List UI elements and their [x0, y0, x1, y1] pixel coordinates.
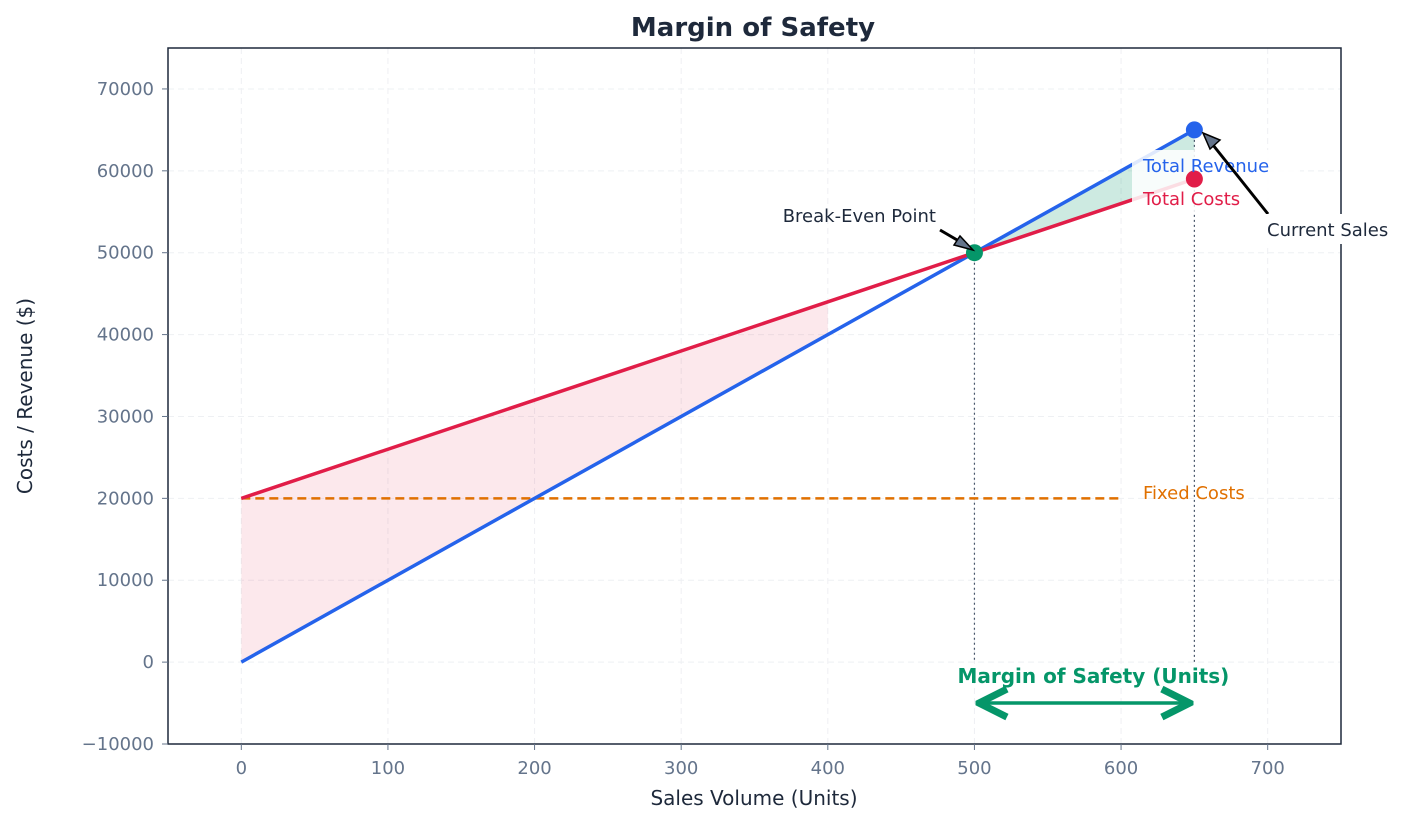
- x-axis-label: Sales Volume (Units): [650, 786, 857, 810]
- y-tick-label: 50000: [97, 243, 154, 264]
- x-tick-label: 300: [664, 758, 698, 779]
- break-even-label: Break-Even Point: [783, 206, 936, 227]
- chart-title: Margin of Safety: [631, 13, 875, 43]
- y-tick-label: 70000: [97, 79, 154, 100]
- loss-area-fill: [241, 301, 828, 663]
- x-tick-label: 400: [811, 758, 845, 779]
- total-costs-label: Total Costs: [1142, 189, 1240, 210]
- y-tick-label: 0: [143, 652, 154, 673]
- x-tick-label: 100: [371, 758, 405, 779]
- break-even-arrow-head: [952, 234, 976, 252]
- plot-frame: [167, 47, 1342, 745]
- x-tick-label: 700: [1251, 758, 1285, 779]
- current-sales-label: Current Sales: [1267, 220, 1388, 241]
- current-revenue-marker: [1185, 121, 1203, 139]
- fixed-costs-label: Fixed Costs: [1143, 483, 1245, 504]
- series-label-box: [1132, 150, 1300, 212]
- total-revenue-label: Total Revenue: [1142, 156, 1269, 177]
- margin-of-safety-label: Margin of Safety (Units): [957, 664, 1229, 688]
- x-tick-label: 600: [1104, 758, 1138, 779]
- x-tick-label: 200: [517, 758, 551, 779]
- y-tick-label: 60000: [97, 161, 154, 182]
- current-sales-label-box: [1262, 214, 1412, 244]
- y-tick-label: 10000: [97, 570, 154, 591]
- current-sales-arrow: [1211, 144, 1270, 215]
- current-sales-arrow-head: [1201, 131, 1222, 151]
- x-tick-label: 0: [236, 758, 247, 779]
- y-tick-label: −10000: [82, 734, 154, 755]
- y-tick-label: 20000: [97, 488, 154, 509]
- x-tick-label: 500: [957, 758, 991, 779]
- total-revenue-line: [240, 128, 1196, 664]
- y-axis-label: Costs / Revenue ($): [13, 298, 37, 494]
- y-tick-label: 30000: [97, 406, 154, 427]
- total-costs-line: [240, 177, 1195, 501]
- y-tick-label: 40000: [97, 325, 154, 346]
- current-costs-marker: [1185, 170, 1203, 188]
